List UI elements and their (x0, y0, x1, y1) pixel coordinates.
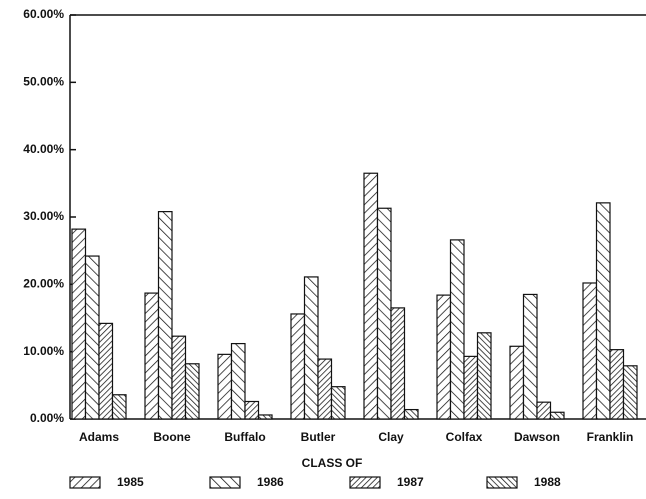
x-tick-label: Colfax (446, 430, 483, 444)
bar (244, 400, 260, 420)
bar (230, 342, 246, 420)
legend-swatch (486, 476, 518, 489)
x-axis-title: CLASS OF (302, 456, 363, 470)
bar (290, 313, 306, 420)
bar (363, 172, 379, 420)
bar (609, 349, 625, 420)
bar (463, 355, 479, 420)
legend-swatch (69, 476, 101, 489)
bar (257, 414, 273, 420)
y-tick-label: 0.00% (30, 411, 64, 425)
y-tick-label: 60.00% (23, 7, 64, 21)
x-tick-label: Clay (378, 430, 404, 444)
bar (317, 358, 333, 420)
bar (595, 202, 611, 420)
bar (84, 255, 100, 420)
bar (184, 363, 200, 420)
y-tick-label: 30.00% (23, 209, 64, 223)
y-tick-label: 50.00% (23, 75, 64, 89)
legend-label: 1988 (534, 475, 561, 489)
legend-label: 1985 (117, 475, 144, 489)
x-tick-label: Buffalo (224, 430, 265, 444)
legend-label: 1987 (397, 475, 424, 489)
bar (522, 293, 538, 420)
bar (476, 332, 492, 420)
bar (157, 211, 173, 420)
bar (390, 307, 406, 420)
bar (449, 239, 465, 420)
bar (71, 228, 87, 420)
legend-label: 1986 (257, 475, 284, 489)
bar (376, 207, 392, 420)
y-tick-label: 10.00% (23, 344, 64, 358)
bar (111, 394, 127, 420)
x-tick-label: Boone (153, 430, 191, 444)
bar (98, 322, 114, 420)
x-tick-label: Dawson (514, 430, 560, 444)
legend-swatch (209, 476, 241, 489)
bar (403, 408, 419, 420)
bar (622, 365, 638, 420)
bar (303, 276, 319, 420)
legend-swatch (349, 476, 381, 489)
x-tick-label: Adams (79, 430, 119, 444)
bar (582, 282, 598, 420)
bar (436, 294, 452, 420)
y-tick-label: 40.00% (23, 142, 64, 156)
bar (509, 345, 525, 420)
x-tick-label: Franklin (587, 430, 634, 444)
bar (217, 353, 233, 420)
bar (549, 411, 565, 420)
y-tick-label: 20.00% (23, 277, 64, 291)
x-tick-label: Butler (301, 430, 336, 444)
bar (144, 292, 160, 420)
bar (171, 335, 187, 420)
bar (330, 386, 346, 420)
bar (536, 401, 552, 420)
